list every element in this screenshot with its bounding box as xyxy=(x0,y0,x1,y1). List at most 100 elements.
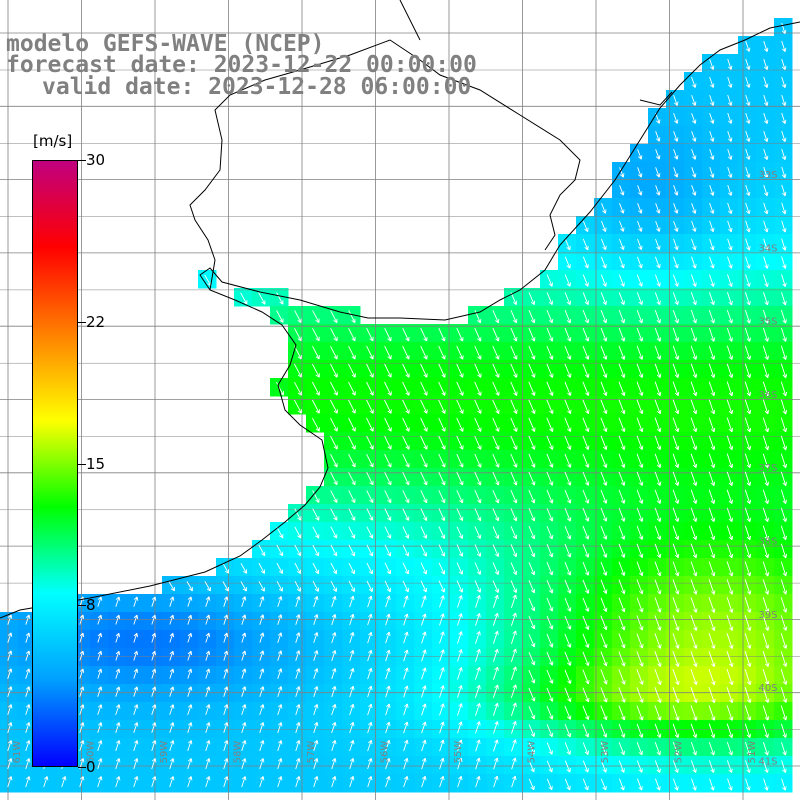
longitude-label: 60W xyxy=(86,741,97,764)
wind-arrow xyxy=(727,220,733,233)
wind-arrow xyxy=(313,650,319,662)
wind-arrow xyxy=(655,149,661,160)
wind-arrow xyxy=(331,685,337,698)
wind-arrow xyxy=(582,597,590,612)
wind-arrow xyxy=(691,778,697,791)
wind-arrow xyxy=(582,742,589,755)
wind-arrow xyxy=(97,650,103,661)
wind-arrow xyxy=(618,778,625,791)
wind-arrow xyxy=(726,435,734,451)
wind-arrow xyxy=(510,453,518,468)
wind-arrow xyxy=(330,417,338,432)
wind-arrow xyxy=(133,740,139,752)
wind-arrow xyxy=(133,686,139,697)
wind-arrow xyxy=(403,721,409,734)
wind-arrow xyxy=(240,562,248,574)
wind-arrow xyxy=(97,686,103,697)
wind-arrow xyxy=(726,633,734,650)
wind-arrow xyxy=(205,704,211,716)
wind-arrow xyxy=(780,489,787,505)
wind-arrow xyxy=(348,562,356,575)
wind-arrow xyxy=(600,345,608,360)
wind-arrow xyxy=(708,471,716,487)
wind-arrow xyxy=(654,292,661,306)
wind-arrow xyxy=(672,435,680,451)
wind-arrow xyxy=(709,220,715,233)
wind-arrow xyxy=(636,435,644,451)
wind-arrow xyxy=(349,595,355,608)
wind-arrow xyxy=(366,381,374,396)
wind-arrow xyxy=(672,327,680,342)
wind-arrow xyxy=(510,327,518,342)
wind-arrow xyxy=(600,760,607,773)
wind-arrow xyxy=(654,399,662,415)
wind-arrow xyxy=(510,612,517,626)
wind-arrow xyxy=(456,580,464,593)
wind-arrow xyxy=(493,721,499,734)
wind-arrow xyxy=(276,292,284,305)
colorbar-tick-label: 0 xyxy=(86,758,96,776)
wind-arrow xyxy=(762,687,770,703)
wind-arrow xyxy=(690,543,698,559)
wind-arrow xyxy=(564,310,572,324)
wind-arrow xyxy=(133,758,139,770)
wind-arrow xyxy=(384,381,392,396)
wind-arrow xyxy=(763,166,769,179)
wind-arrow xyxy=(745,184,751,197)
wind-arrow xyxy=(708,561,716,577)
wind-arrow xyxy=(708,741,715,756)
wind-arrow xyxy=(331,721,337,734)
wind-arrow xyxy=(654,760,661,773)
wind-arrow xyxy=(636,381,644,397)
wind-arrow xyxy=(762,363,770,379)
wind-arrow xyxy=(294,310,302,323)
wind-arrow xyxy=(762,327,769,342)
wind-arrow xyxy=(762,399,770,415)
wind-arrow xyxy=(781,778,787,791)
wind-arrow xyxy=(691,76,697,88)
wind-arrow xyxy=(780,687,788,703)
longitude-label: 56W xyxy=(380,741,391,764)
wind-arrow xyxy=(385,739,391,752)
wind-arrow xyxy=(654,453,662,469)
wind-arrow xyxy=(169,704,175,716)
wind-arrow xyxy=(528,616,536,630)
latitude-label: 37S xyxy=(758,463,777,474)
wind-arrow xyxy=(312,310,320,323)
wind-arrow xyxy=(690,310,697,324)
wind-arrow xyxy=(582,381,590,397)
wind-arrow xyxy=(762,507,770,523)
wind-arrow xyxy=(727,202,733,215)
wind-arrow xyxy=(528,471,536,486)
wind-arrow xyxy=(744,525,752,541)
wind-arrow xyxy=(636,453,644,468)
wind-arrow xyxy=(781,166,787,179)
wind-arrow xyxy=(655,238,661,251)
wind-arrow xyxy=(528,526,536,540)
wind-arrow xyxy=(690,597,698,613)
wind-arrow xyxy=(780,381,788,397)
wind-arrow xyxy=(546,345,554,360)
wind-arrow xyxy=(600,651,608,667)
wind-arrow xyxy=(745,112,751,124)
wind-arrow xyxy=(618,327,626,342)
wind-arrow xyxy=(421,649,427,662)
wind-arrow xyxy=(456,381,464,396)
wind-arrow xyxy=(115,632,121,643)
wind-arrow xyxy=(781,58,787,71)
wind-arrow xyxy=(492,399,500,414)
wind-arrow xyxy=(115,614,121,625)
wind-arrow xyxy=(744,309,751,324)
wind-arrow xyxy=(403,613,409,626)
wind-arrow xyxy=(223,632,229,643)
wind-arrow xyxy=(366,472,374,486)
wind-arrow xyxy=(241,596,247,607)
wind-arrow xyxy=(438,526,446,539)
wind-arrow xyxy=(331,757,337,770)
wind-arrow xyxy=(673,167,679,178)
wind-arrow xyxy=(240,292,248,305)
colorbar xyxy=(32,160,78,767)
wind-arrow xyxy=(727,130,733,142)
wind-arrow xyxy=(97,740,103,752)
